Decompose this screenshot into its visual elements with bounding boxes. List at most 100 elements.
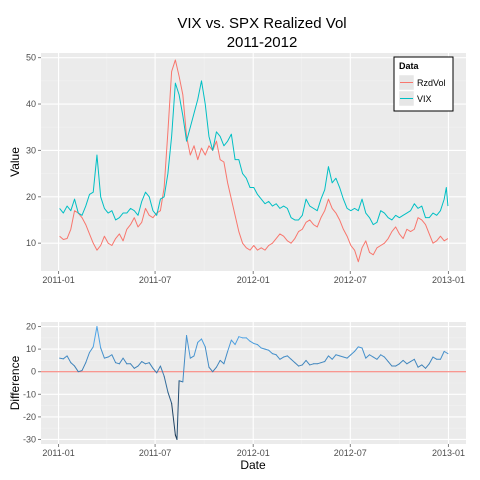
difference-line-segment	[260, 347, 266, 350]
difference-line-segment	[376, 354, 382, 360]
difference-line-segment	[167, 391, 173, 404]
difference-line-segment	[316, 362, 322, 365]
top-axes: 2011-01 2011-07 2012-01 2012-07 2013-01 10 20 3…	[26, 53, 465, 285]
difference-line-segment	[100, 347, 105, 359]
difference-line-segment	[383, 356, 389, 363]
y-tick-label: 40	[26, 99, 36, 109]
difference-line-segment	[156, 365, 161, 374]
difference-line-segment	[372, 356, 378, 360]
difference-line-segment	[406, 361, 412, 365]
difference-line-segment	[141, 361, 146, 365]
difference-line-segment	[115, 362, 120, 365]
difference-line-segment	[59, 357, 64, 360]
x-tick-label: 2013-01	[432, 275, 465, 285]
difference-line-segment	[354, 346, 359, 352]
difference-line-segment	[395, 363, 400, 367]
legend-label-rzdvol: RzdVol	[417, 78, 446, 88]
y-tick-label: 20	[26, 192, 36, 202]
difference-line-segment	[369, 354, 374, 358]
difference-line-segment	[212, 366, 217, 373]
difference-line-segment	[144, 362, 150, 365]
difference-line-segment	[215, 359, 221, 368]
difference-line-segment	[148, 362, 154, 369]
bottom-y-axis-title: Difference	[8, 355, 22, 410]
difference-line-segment	[171, 402, 176, 436]
difference-line-segment	[230, 339, 236, 346]
difference-line-segment	[163, 375, 169, 393]
chart-title: VIX vs. SPX Realized Vol	[177, 15, 346, 32]
x-tick-label: 2011-01	[42, 275, 74, 285]
difference-line-segment	[178, 380, 184, 383]
difference-line-segment	[331, 354, 337, 360]
difference-line-segment	[204, 346, 210, 368]
difference-line-segment	[122, 357, 128, 365]
y-tick-label: 10	[26, 344, 36, 354]
y-tick-label: -30	[23, 434, 36, 444]
difference-line-segment	[421, 364, 427, 369]
difference-line-segment	[387, 361, 393, 367]
difference-line-segment	[350, 350, 356, 356]
difference-line-segment	[130, 363, 135, 369]
legend-title: Data	[399, 61, 420, 71]
difference-line-segment	[283, 355, 288, 358]
series-line-rzdvol	[59, 59, 449, 263]
difference-line-segment	[88, 346, 94, 353]
difference-line-segment	[398, 359, 404, 365]
difference-line-segment	[342, 356, 348, 359]
x-tick-label: 2013-01	[432, 448, 465, 458]
top-series-lines	[59, 59, 449, 263]
x-tick-label: 2012-07	[334, 275, 367, 285]
difference-line-segment	[327, 355, 333, 360]
y-tick-label: -10	[23, 389, 36, 399]
top-grid	[41, 53, 466, 271]
difference-line-segment	[92, 326, 98, 348]
difference-line-segment	[361, 347, 367, 359]
difference-line-segment	[286, 355, 292, 360]
difference-line-segment	[275, 354, 281, 360]
difference-line-segment	[301, 359, 307, 366]
bottom-axes: 2011-01 2011-07 2012-01 2012-07 2013-01 -30 -2…	[23, 322, 465, 458]
y-tick-label: 10	[26, 238, 36, 248]
difference-line-segment	[249, 340, 255, 344]
difference-line-segment	[253, 342, 259, 346]
x-tick-label: 2012-07	[334, 448, 367, 458]
difference-line-segment	[320, 361, 326, 364]
difference-line-segment	[357, 346, 363, 349]
difference-line-segment	[413, 358, 419, 368]
x-tick-label: 2012-01	[237, 275, 270, 285]
difference-line-segment	[186, 335, 191, 359]
difference-line-segment	[118, 357, 124, 365]
difference-line-segment	[309, 363, 315, 366]
series-line-vix	[59, 80, 449, 226]
difference-line-segment	[182, 335, 188, 383]
difference-line-segment	[417, 364, 423, 368]
difference-line-segment	[219, 359, 225, 365]
difference-line-segment	[245, 337, 251, 342]
y-tick-label: 20	[26, 322, 36, 332]
bottom-x-axis-title: Date	[240, 458, 266, 472]
difference-line-segment	[70, 362, 76, 367]
y-tick-label: 0	[31, 367, 36, 377]
difference-line-segment	[294, 362, 300, 367]
difference-line-segment	[305, 359, 311, 366]
difference-line-segment	[268, 349, 273, 355]
x-tick-label: 2011-01	[42, 448, 74, 458]
y-tick-label: -20	[23, 412, 36, 422]
difference-line-segment	[193, 341, 199, 357]
difference-line-segment	[74, 365, 79, 373]
difference-line-segment	[324, 355, 329, 363]
difference-line-segment	[439, 350, 445, 360]
difference-line-segment	[66, 355, 72, 364]
difference-line-segment	[290, 358, 296, 364]
difference-line-segment	[223, 350, 229, 365]
difference-line-segment	[238, 336, 244, 339]
difference-line-segment	[365, 354, 371, 359]
difference-line-segment	[402, 359, 408, 365]
difference-line-segment	[111, 354, 117, 364]
difference-line-segment	[176, 380, 180, 440]
difference-line-segment	[200, 338, 206, 348]
difference-line-segment	[271, 353, 277, 356]
difference-line-segment	[137, 361, 143, 367]
difference-line-segment	[152, 367, 158, 374]
